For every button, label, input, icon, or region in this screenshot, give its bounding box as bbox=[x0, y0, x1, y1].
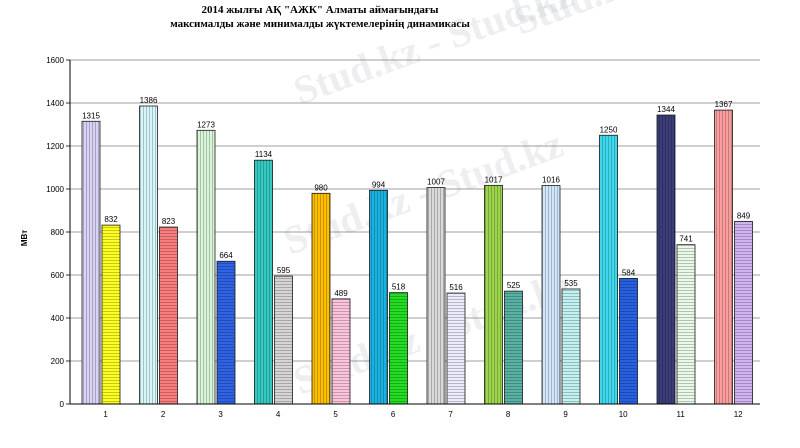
x-tick-label: 3 bbox=[218, 410, 223, 419]
bar-texture bbox=[217, 261, 235, 404]
data-label: 1344 bbox=[657, 105, 675, 114]
x-tick-label: 7 bbox=[448, 410, 453, 419]
bar-texture bbox=[427, 187, 445, 404]
bar-texture bbox=[274, 276, 293, 404]
x-tick-label: 4 bbox=[276, 410, 281, 419]
x-tick-label: 2 bbox=[161, 410, 166, 419]
x-tick-label: 6 bbox=[391, 410, 396, 419]
data-label: 489 bbox=[334, 289, 348, 298]
y-tick-label: 1200 bbox=[46, 142, 64, 151]
y-axis-label: МВт bbox=[20, 230, 29, 246]
data-label: 1315 bbox=[82, 111, 100, 120]
bar-texture bbox=[734, 221, 753, 404]
data-label: 525 bbox=[507, 281, 521, 290]
data-label: 535 bbox=[564, 279, 578, 288]
chart-title: 2014 жылғы АҚ "АЖК" Алматы аймағындағы bbox=[201, 4, 439, 16]
y-tick-label: 1000 bbox=[46, 185, 64, 194]
data-label: 516 bbox=[449, 283, 463, 292]
bar-texture bbox=[504, 291, 523, 404]
bar-texture bbox=[714, 110, 733, 404]
bar-texture bbox=[312, 193, 330, 404]
bar-texture bbox=[139, 106, 158, 404]
gridlines bbox=[70, 59, 760, 405]
data-label: 980 bbox=[314, 183, 328, 192]
data-label: 1250 bbox=[600, 125, 618, 134]
bar-texture bbox=[159, 227, 178, 404]
data-label: 832 bbox=[104, 215, 118, 224]
bar-texture bbox=[389, 292, 408, 404]
data-label: 1007 bbox=[427, 177, 445, 186]
y-tick-label: 600 bbox=[51, 271, 65, 280]
x-tick-label: 1 bbox=[103, 410, 108, 419]
bar-texture bbox=[619, 278, 638, 404]
y-tick-label: 800 bbox=[51, 228, 65, 237]
data-label: 1386 bbox=[140, 96, 158, 105]
x-tick-label: 9 bbox=[563, 410, 568, 419]
data-label: 849 bbox=[737, 211, 751, 220]
data-label: 584 bbox=[622, 268, 636, 277]
x-tick-label: 5 bbox=[333, 410, 338, 419]
data-label: 595 bbox=[277, 266, 291, 275]
data-label: 823 bbox=[162, 217, 176, 226]
bar-texture bbox=[447, 293, 465, 404]
bar-texture bbox=[197, 130, 215, 404]
bar-texture bbox=[542, 185, 560, 404]
x-tick-label: 11 bbox=[676, 410, 685, 419]
bar-texture bbox=[369, 190, 388, 404]
data-label: 994 bbox=[372, 180, 386, 189]
data-label: 1017 bbox=[485, 175, 503, 184]
watermark-text: Stud.kz - Stud.kz bbox=[508, 0, 799, 43]
data-label: 1367 bbox=[715, 100, 733, 109]
bar-texture bbox=[599, 135, 618, 404]
y-tick-label: 1600 bbox=[46, 56, 64, 65]
x-tick-label: 10 bbox=[619, 410, 628, 419]
data-label: 518 bbox=[392, 283, 406, 292]
bar-texture bbox=[562, 288, 580, 404]
bar-texture bbox=[332, 298, 350, 404]
x-tick-label: 12 bbox=[734, 410, 743, 419]
bar-texture bbox=[82, 121, 100, 405]
chart-subtitle: максималды және минималды жүктемелерінің… bbox=[170, 18, 470, 30]
bar-texture bbox=[677, 244, 695, 404]
y-tick-label: 0 bbox=[60, 400, 65, 409]
data-label: 664 bbox=[219, 251, 233, 260]
bar-texture bbox=[102, 225, 120, 404]
y-tick-label: 200 bbox=[51, 357, 65, 366]
bar-texture bbox=[484, 185, 503, 404]
data-label: 741 bbox=[679, 235, 693, 244]
bar-texture bbox=[254, 160, 273, 404]
bars: 1315 832 1386 823 1273 664 1134 595 980 489 994 518… bbox=[81, 96, 753, 405]
data-label: 1134 bbox=[255, 150, 273, 159]
data-label: 1016 bbox=[542, 176, 560, 185]
y-tick-label: 1400 bbox=[46, 99, 64, 108]
y-tick-label: 400 bbox=[51, 314, 65, 323]
x-tick-label: 8 bbox=[506, 410, 511, 419]
data-label: 1273 bbox=[197, 120, 215, 129]
bar-texture bbox=[657, 115, 675, 404]
